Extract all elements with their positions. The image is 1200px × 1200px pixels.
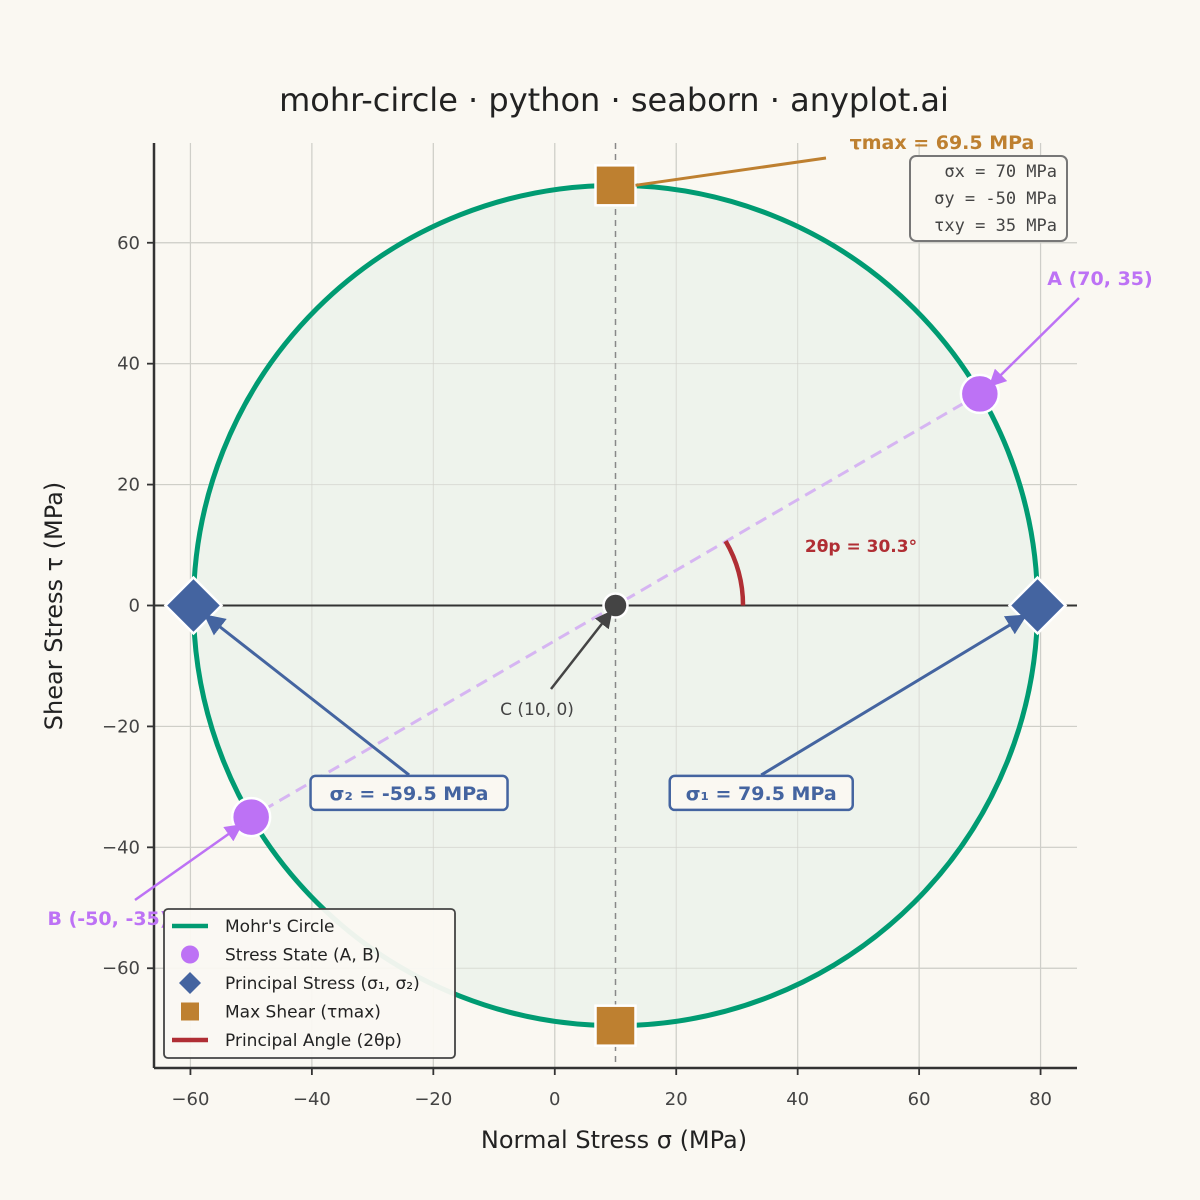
axes: −60 −40 −20 0 20 40 60 80 −60 −40 −20 0 20 40 60	[102, 143, 1077, 1110]
stress-input-0: σx = 70 MPa	[944, 162, 1057, 182]
legend-box	[163, 908, 456, 1059]
y-tick-label: 20	[117, 475, 140, 496]
legend-swatch-3	[181, 1002, 199, 1021]
legend: Mohr's Circle Stress State (A, B) Principa…	[163, 908, 456, 1059]
max-shear-marker-top	[594, 164, 637, 207]
chart-title: mohr-circle · python · seaborn · anyplot…	[279, 81, 949, 119]
stress-input-1: σy = -50 MPa	[934, 189, 1057, 209]
y-tick-label: −60	[102, 958, 140, 979]
legend-label-0: Mohr's Circle	[225, 917, 335, 937]
legend-label-1: Stress State (A, B)	[225, 946, 380, 966]
x-tick-label: −60	[171, 1089, 209, 1110]
legend-label-4: Principal Angle (2θp)	[225, 1031, 402, 1051]
stress-point-a-label: A (70, 35)	[1047, 268, 1152, 290]
max-shear-label: τmax = 69.5 MPa	[850, 132, 1035, 154]
y-tick-label: −20	[102, 716, 140, 737]
principal-label-box-sigma1	[668, 774, 854, 812]
principal-label-sigma1: σ₁ = 79.5 MPa	[686, 783, 837, 805]
principal-label-sigma2: σ₂ = -59.5 MPa	[330, 783, 489, 805]
principal-arrow-sigma1	[760, 614, 1028, 777]
legend-label-2: Principal Stress (σ₁, σ₂)	[225, 974, 420, 994]
legend-swatch-2	[179, 972, 201, 994]
x-tick-label: −40	[293, 1089, 331, 1110]
stress-point-a	[959, 373, 1001, 415]
principal-label-box-sigma2	[309, 774, 509, 812]
plot-area	[154, 143, 1077, 1068]
x-tick-label: −20	[414, 1089, 452, 1110]
legend-label-3: Max Shear (τmax)	[225, 1003, 381, 1023]
principal-angle-arc	[723, 540, 746, 606]
x-tick-label: 80	[1029, 1089, 1052, 1110]
stress-point-a-arrow	[988, 297, 1080, 388]
stress-input-2: τxy = 35 MPa	[934, 216, 1057, 236]
stress-input-box	[909, 155, 1068, 242]
stress-point-b	[230, 796, 272, 838]
y-tick-label: −40	[102, 837, 140, 858]
annotations: τmax = 69.5 MPa σx = 70 MPa σy = -50 MPa τx…	[48, 132, 1153, 930]
principal-angle-label: 2θp = 30.3°	[805, 537, 917, 557]
y-tick-label: 60	[117, 233, 140, 254]
x-axis-label: Normal Stress σ (MPa)	[481, 1126, 747, 1154]
y-tick-label: 40	[117, 354, 140, 375]
y-tick-label: 0	[129, 596, 140, 617]
principal-arrow-sigma2	[203, 614, 410, 777]
stress-point-b-label: B (-50, -35)	[48, 908, 169, 930]
center-label: C (10, 0)	[500, 700, 574, 720]
max-shear-marker-bottom	[594, 1004, 637, 1047]
x-tick-label: 40	[786, 1089, 809, 1110]
x-tick-label: 60	[908, 1089, 931, 1110]
x-tick-label: 20	[665, 1089, 688, 1110]
stress-point-b-arrow	[134, 824, 243, 902]
legend-swatch-1	[181, 945, 199, 964]
max-shear-leader	[635, 156, 827, 187]
center-arrow	[550, 610, 613, 690]
center-point	[602, 592, 629, 619]
y-axis-label: Shear Stress τ (MPa)	[40, 482, 68, 730]
x-tick-label: 0	[549, 1089, 560, 1110]
